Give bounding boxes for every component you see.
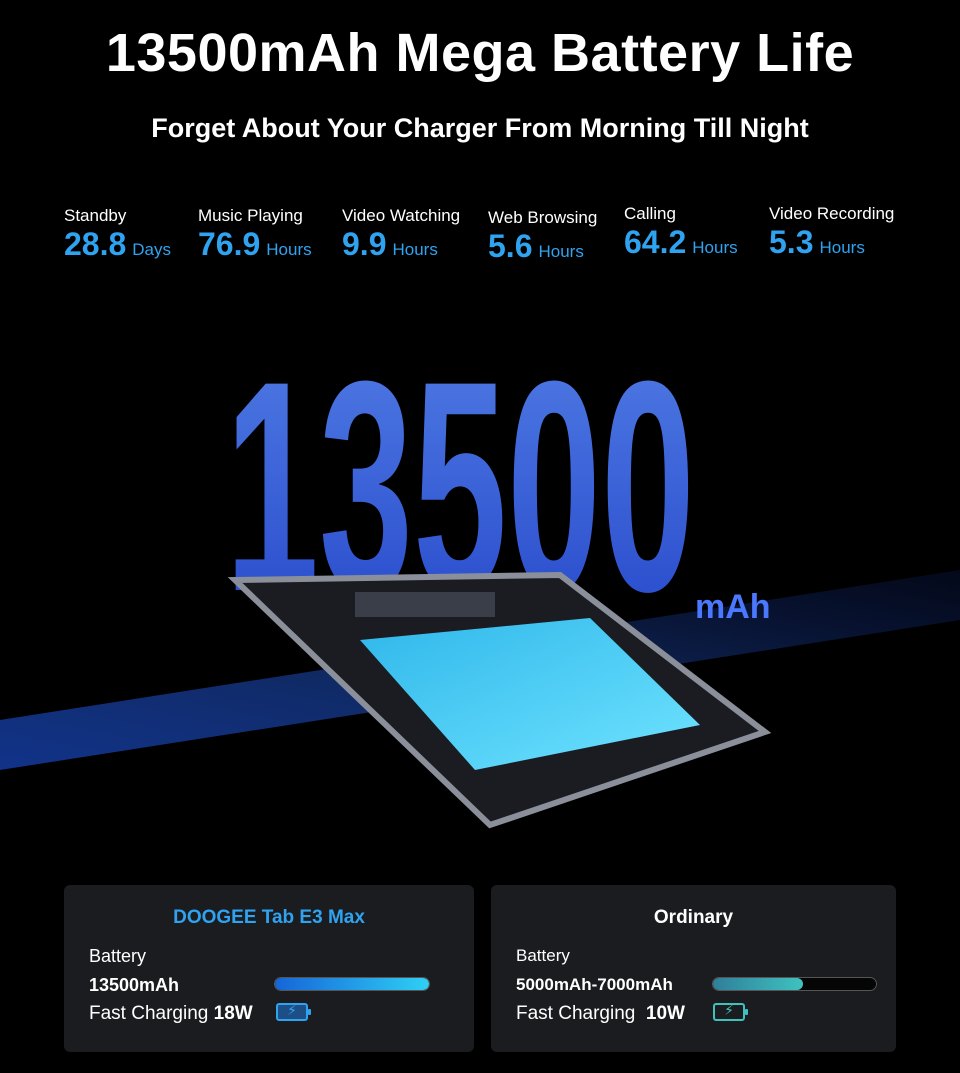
stat-label: Standby (64, 206, 127, 225)
fast-charging-value: 10W (645, 1003, 685, 1024)
stat-value: 28.8 (64, 226, 127, 262)
battery-bar (274, 977, 430, 991)
stat-unit: Hours (819, 238, 865, 257)
stat-unit: Hours (538, 242, 584, 261)
battery-bar-fill (713, 978, 803, 990)
tablet-board (355, 592, 495, 617)
page-subtitle: Forget About Your Charger From Morning T… (151, 113, 809, 143)
stat-unit: Hours (692, 238, 738, 257)
battery-charging-icon: ⚡ (276, 1002, 311, 1021)
stat-value: 5.6 (488, 228, 533, 264)
stat-video-recording: Video Recording 5.3 Hours (769, 204, 894, 261)
stat-calling: Calling 64.2 Hours (624, 204, 738, 261)
fast-charging-label: Fast Charging (516, 1003, 636, 1024)
stat-value: 5.3 (769, 224, 814, 260)
stat-value: 76.9 (198, 226, 261, 262)
stat-standby: Standby 28.8 Days (64, 206, 171, 263)
stat-label: Music Playing (198, 206, 303, 225)
tablet-battery-cell (360, 618, 700, 770)
battery-capacity: 5000mAh-7000mAh (516, 975, 673, 994)
card-doogee: DOOGEE Tab E3 Max Battery 13500mAh Fast … (64, 885, 474, 1052)
stat-label: Video Watching (342, 206, 461, 225)
battery-charging-icon: ⚡ (713, 1002, 748, 1021)
battery-bar (712, 977, 877, 991)
stat-label: Web Browsing (488, 208, 598, 227)
fast-charging-value: 18W (213, 1003, 253, 1024)
card-title: Ordinary (653, 907, 734, 928)
page-title: 13500mAh Mega Battery Life (105, 23, 855, 83)
stat-unit: Hours (266, 240, 312, 259)
stat-music: Music Playing 76.9 Hours (198, 206, 312, 263)
stat-label: Calling (624, 204, 676, 223)
stat-web-browsing: Web Browsing 5.6 Hours (488, 208, 597, 265)
stat-unit: Days (132, 240, 172, 259)
fast-charging: Fast Charging 10W (516, 1003, 685, 1025)
hero-tablet-battery-image: 13500 mAh (0, 318, 960, 829)
stat-value: 64.2 (624, 224, 687, 260)
fast-charging: Fast Charging 18W (89, 1003, 253, 1025)
card-ordinary: Ordinary Battery 5000mAh-7000mAh Fast Ch… (491, 885, 896, 1052)
battery-label: Battery (516, 946, 570, 965)
hero-unit: mAh (695, 588, 771, 626)
battery-capacity: 13500mAh (89, 975, 180, 995)
battery-bar-fill (275, 978, 429, 990)
stat-video-watching: Video Watching 9.9 Hours (342, 206, 460, 263)
stat-value: 9.9 (342, 226, 387, 262)
card-title: DOOGEE Tab E3 Max (173, 907, 365, 928)
fast-charging-label: Fast Charging (89, 1003, 209, 1024)
stat-unit: Hours (392, 240, 438, 259)
battery-label: Battery (89, 946, 147, 966)
stat-label: Video Recording (769, 204, 895, 223)
